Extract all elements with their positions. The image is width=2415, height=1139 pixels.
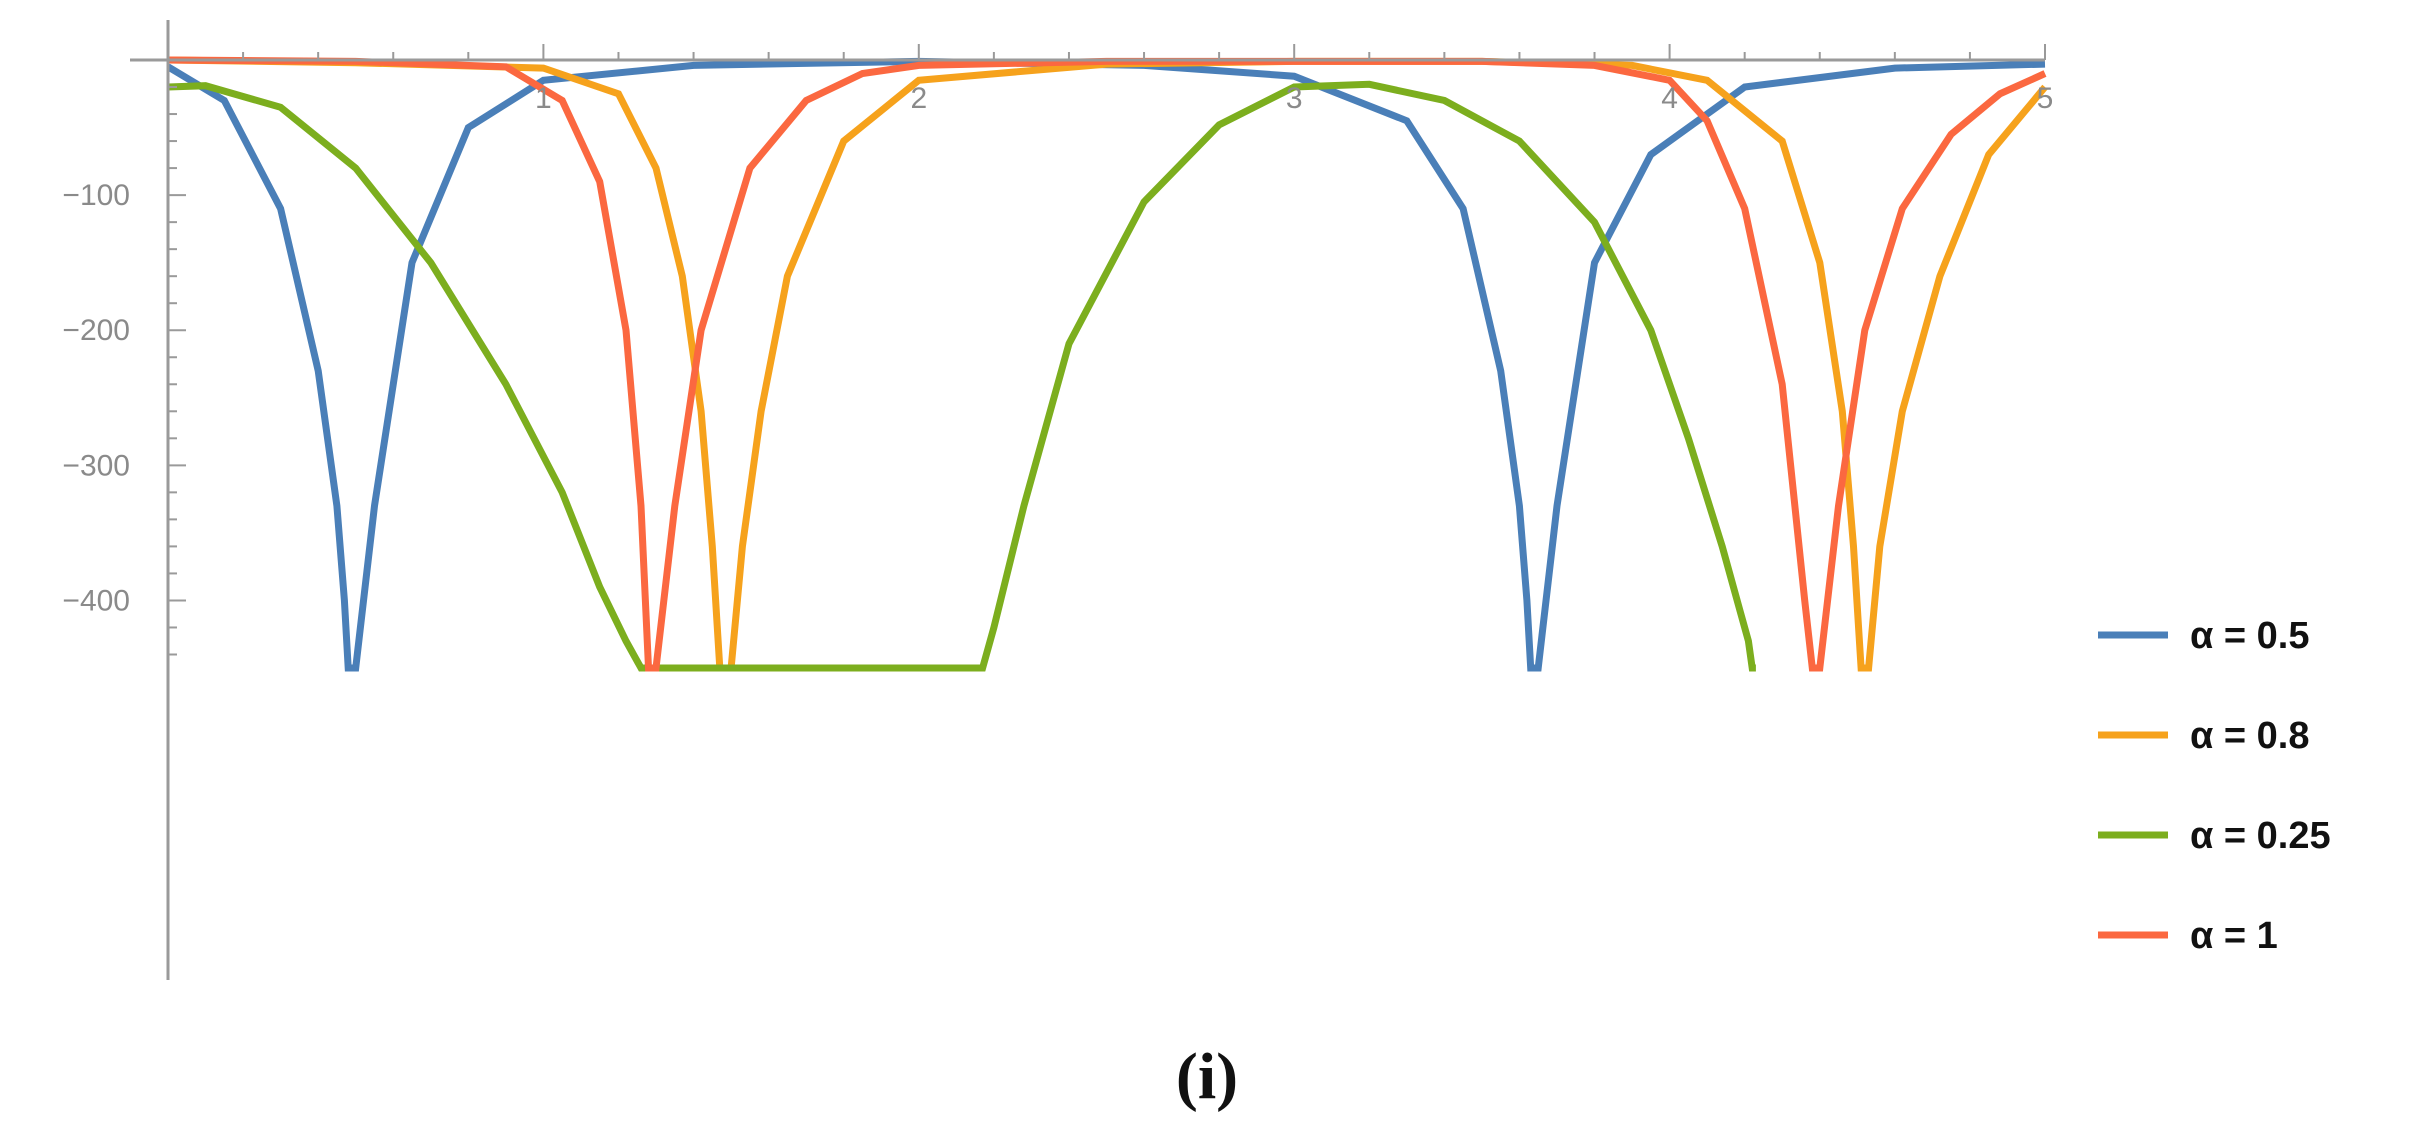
y-tick-label: −300 bbox=[62, 449, 130, 482]
axes: 1 2 3 4 5 −100 −200 −300 −400 bbox=[62, 20, 2053, 980]
y-tick-label: −400 bbox=[62, 584, 130, 617]
legend-label-3: α = 0.25 bbox=[2190, 815, 2331, 857]
x-tick-label: 1 bbox=[535, 82, 552, 115]
series-layer bbox=[168, 56, 2048, 672]
series-line-1 bbox=[168, 57, 2046, 672]
x-tick-label: 5 bbox=[2037, 82, 2054, 115]
x-tick-label: 3 bbox=[1286, 82, 1303, 115]
series-line-3 bbox=[168, 80, 1756, 672]
figure-caption: (i) bbox=[1176, 1040, 1238, 1113]
legend-label-1: α = 0.5 bbox=[2190, 615, 2310, 657]
y-tick-label: −100 bbox=[62, 179, 130, 212]
legend-label-2: α = 0.8 bbox=[2190, 715, 2310, 757]
x-tick-label: 4 bbox=[1661, 82, 1678, 115]
series-line-2 bbox=[168, 56, 2048, 672]
legend: α = 0.5 α = 0.8 α = 0.25 α = 1 bbox=[2098, 615, 2331, 957]
series-line-4 bbox=[168, 56, 2047, 672]
y-tick-label: −200 bbox=[62, 314, 130, 347]
legend-label-4: α = 1 bbox=[2190, 915, 2278, 957]
x-tick-label: 2 bbox=[910, 82, 927, 115]
